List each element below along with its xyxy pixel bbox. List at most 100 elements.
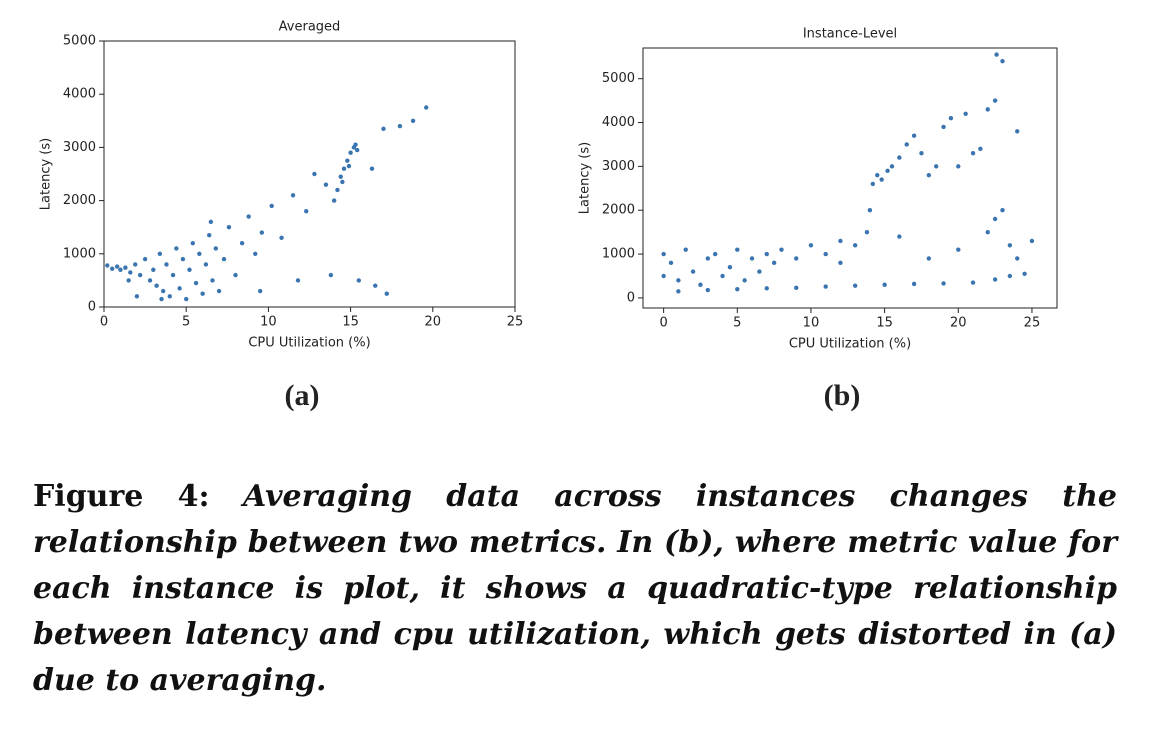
x-tick-label: 10 [260, 315, 277, 330]
caption: Figure 4: Averaging data across instance… [33, 474, 1117, 704]
point [992, 277, 998, 282]
point [926, 172, 932, 178]
point [956, 164, 961, 169]
point [193, 280, 199, 286]
point [381, 126, 386, 131]
x-tick-label: 15 [876, 316, 893, 331]
point [764, 286, 769, 291]
point [174, 246, 179, 251]
x-tick-label: 5 [733, 316, 741, 331]
caption-label: Figure 4: [33, 479, 210, 514]
x-tick-label: 0 [100, 315, 108, 330]
x-tick-label: 25 [1024, 316, 1041, 331]
point [992, 98, 998, 103]
point [142, 256, 148, 262]
point [1022, 271, 1027, 277]
point [875, 172, 880, 178]
point [137, 272, 143, 278]
point [661, 273, 666, 279]
x-tick-label: 0 [659, 316, 667, 331]
point [1000, 208, 1005, 213]
point [727, 265, 733, 270]
point [919, 151, 924, 156]
point [970, 151, 976, 156]
point [177, 286, 182, 291]
point [424, 105, 429, 110]
point [123, 265, 128, 270]
point [897, 234, 902, 239]
y-tick-label: 3000 [63, 140, 96, 155]
point [879, 177, 884, 182]
point [335, 187, 340, 193]
point [897, 155, 902, 160]
point [190, 240, 195, 246]
point [154, 283, 159, 288]
point [147, 278, 153, 283]
point [203, 262, 209, 267]
point [690, 269, 696, 274]
point [676, 278, 681, 283]
x-tick-label: 15 [342, 315, 359, 330]
point [1015, 129, 1020, 134]
point [956, 247, 961, 252]
point [705, 287, 711, 293]
point [668, 260, 674, 266]
point [661, 251, 666, 257]
point [170, 272, 176, 278]
point [328, 272, 334, 278]
point [340, 179, 345, 185]
point [151, 267, 156, 272]
point [216, 288, 222, 294]
point [180, 256, 186, 262]
point [338, 174, 343, 179]
point [963, 111, 968, 116]
point [823, 284, 828, 289]
point [157, 251, 163, 256]
point [808, 243, 814, 248]
point [346, 163, 352, 169]
point [210, 278, 215, 283]
point [941, 124, 946, 130]
point [771, 260, 777, 266]
point [369, 166, 375, 171]
point [683, 247, 688, 252]
point [838, 238, 843, 244]
point [160, 288, 166, 294]
point [257, 288, 263, 294]
point [889, 164, 895, 169]
point [823, 251, 828, 257]
point [885, 168, 890, 173]
y-tick-label: 0 [627, 290, 635, 305]
y-axis-label: Latency (s) [578, 142, 593, 214]
point [323, 182, 329, 187]
point [705, 256, 711, 261]
point [126, 278, 131, 283]
point [698, 282, 703, 287]
y-tick-label: 0 [88, 300, 96, 315]
point [838, 260, 843, 266]
point [128, 270, 133, 275]
point [864, 229, 870, 235]
point [134, 294, 140, 299]
point [852, 283, 858, 288]
y-tick-label: 5000 [63, 34, 96, 49]
point [197, 251, 202, 256]
point [167, 294, 172, 299]
point [295, 278, 301, 283]
y-tick-label: 5000 [602, 71, 635, 86]
point [354, 147, 360, 153]
point [926, 256, 932, 261]
x-axis-label: CPU Utilization (%) [789, 337, 911, 352]
point [867, 208, 873, 213]
y-tick-label: 1000 [602, 247, 635, 262]
point [331, 198, 337, 203]
point [159, 296, 164, 302]
x-axis-label: CPU Utilization (%) [248, 336, 370, 351]
axes-frame [642, 47, 1058, 309]
point [735, 286, 740, 292]
point [207, 232, 212, 238]
y-tick-label: 4000 [63, 87, 96, 102]
point [985, 229, 990, 235]
point [852, 243, 858, 248]
point [348, 150, 353, 155]
